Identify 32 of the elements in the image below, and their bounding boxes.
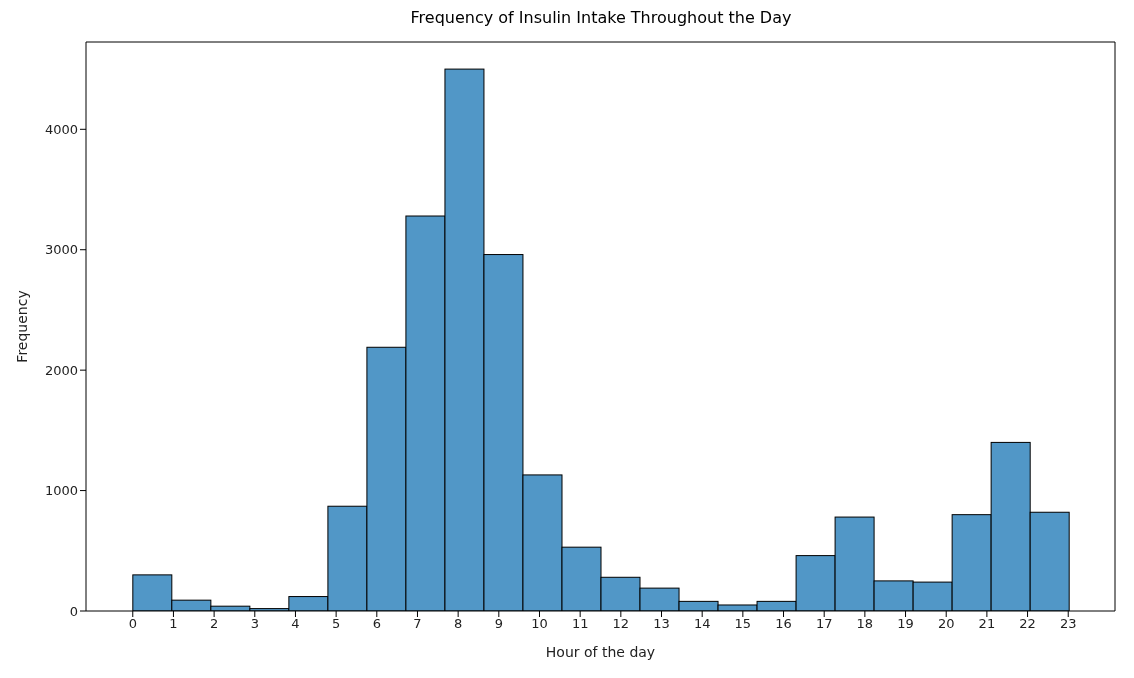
x-tick-label: 5 [331,616,341,632]
x-tick-label: 4 [291,616,300,632]
x-tick-label: 21 [978,616,996,632]
y-tick-label: 3000 [44,242,78,258]
y-tick-label: 2000 [44,362,78,378]
x-tick-label: 18 [856,616,874,632]
x-tick-label: 20 [937,616,955,632]
x-tick-label: 15 [734,616,752,632]
y-tick-label: 0 [69,603,78,619]
x-tick-label: 6 [372,616,381,632]
x-tick-label: 16 [775,616,792,632]
x-tick-label: 23 [1059,616,1077,632]
x-tick-label: 1 [169,616,178,632]
x-tick-label: 7 [413,616,422,632]
x-tick-label: 11 [571,616,589,632]
x-tick-label: 22 [1019,616,1036,632]
y-tick-label: 1000 [44,483,78,499]
y-axis-title: Frequency [13,290,30,363]
x-tick-label: 3 [250,616,259,632]
chart-title: Frequency of Insulin Intake Throughout the Day [409,8,793,27]
x-tick-label: 0 [128,616,137,632]
x-tick-label: 14 [693,616,711,632]
x-tick-label: 9 [494,616,503,632]
x-tick-label: 8 [454,616,463,632]
x-tick-label: 12 [612,616,630,632]
x-axis-title: Hour of the day [545,644,656,660]
x-tick-label: 13 [653,616,670,632]
x-tick-label: 17 [815,616,833,632]
x-tick-label: 2 [209,616,219,632]
y-tick-label: 4000 [44,121,78,137]
x-tick-label: 10 [531,616,548,632]
x-tick-label: 19 [897,616,914,632]
